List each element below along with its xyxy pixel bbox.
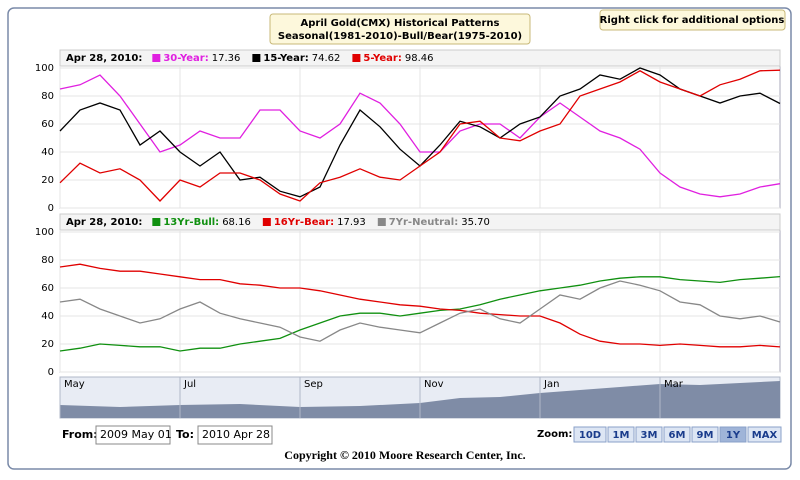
from-value: 2009 May 01	[100, 428, 172, 441]
subtitle: Seasonal(1981-2010)-Bull/Bear(1975-2010)	[278, 31, 522, 42]
y-tick-label: 0	[48, 203, 54, 214]
zoom-label: Zoom:	[537, 429, 572, 440]
y-tick-label: 80	[41, 91, 54, 102]
title-box	[269, 13, 531, 45]
y-tick-label: 60	[41, 119, 54, 130]
y-tick-label: 60	[41, 283, 54, 294]
y-tick-label: 0	[48, 367, 54, 378]
legend-date: Apr 28, 2010:	[66, 217, 142, 228]
legend-swatch	[262, 218, 271, 226]
legend-name: 15-Year:	[263, 53, 308, 64]
to-value: 2010 Apr 28	[202, 428, 270, 441]
y-tick-label: 100	[35, 227, 54, 238]
legend-value: 17.93	[337, 217, 366, 228]
legend-swatch	[152, 218, 161, 226]
x-tick-label: Sep	[304, 379, 323, 390]
series-line	[59, 69, 781, 202]
zoom-button-label[interactable]: MAX	[752, 430, 778, 441]
copyright: Copyright © 2010 Moore Research Center, …	[284, 448, 525, 462]
zoom-button[interactable]	[691, 426, 719, 443]
legend-swatch	[152, 54, 161, 62]
zoom-button-label[interactable]: 1M	[613, 430, 630, 441]
series-line	[59, 280, 781, 342]
legend-swatch	[352, 54, 361, 62]
zoom-button[interactable]	[607, 426, 635, 443]
zoom-button[interactable]	[635, 426, 663, 443]
zoom-button-label[interactable]: 10D	[579, 430, 601, 441]
from-input[interactable]	[95, 425, 171, 445]
legend-name: 5-Year:	[363, 53, 401, 64]
legend-name: 30-Year:	[163, 53, 208, 64]
legend-value: 35.70	[461, 217, 490, 228]
x-tick-label: May	[64, 379, 85, 390]
legend-value: 74.62	[312, 53, 341, 64]
zoom-button-label[interactable]: 9M	[697, 430, 714, 441]
x-tick-label: Jul	[183, 379, 196, 390]
legend-swatch	[377, 218, 386, 226]
y-tick-label: 20	[41, 175, 54, 186]
legend-name: 7Yr-Neutral:	[389, 217, 458, 228]
legend-value: 68.16	[222, 217, 251, 228]
zoom-button-label[interactable]: 6M	[669, 430, 686, 441]
legend-name: 16Yr-Bear:	[274, 217, 334, 228]
zoom-button[interactable]	[747, 426, 782, 443]
x-tick-label: Nov	[424, 379, 444, 390]
from-label: From:	[62, 428, 98, 441]
series-line	[59, 74, 781, 198]
zoom-button-label[interactable]: 1Y	[726, 430, 741, 441]
y-tick-label: 40	[41, 147, 54, 158]
y-tick-label: 100	[35, 63, 54, 74]
to-label: To:	[176, 428, 194, 441]
legend-date: Apr 28, 2010:	[66, 53, 142, 64]
series-line	[59, 263, 781, 348]
options-hint-box	[599, 9, 786, 31]
zoom-button-label[interactable]: 3M	[641, 430, 658, 441]
zoom-button[interactable]	[663, 426, 691, 443]
legend-value: 98.46	[405, 53, 434, 64]
legend-swatch	[252, 54, 261, 62]
y-tick-label: 40	[41, 311, 54, 322]
zoom-button[interactable]	[573, 426, 607, 443]
series-line	[59, 275, 781, 352]
legend-value: 17.36	[212, 53, 241, 64]
zoom-button[interactable]	[719, 426, 747, 443]
navigator-area	[60, 381, 780, 418]
x-tick-label: Mar	[664, 379, 684, 390]
to-input[interactable]	[197, 425, 273, 445]
options-hint[interactable]: Right click for additional options	[600, 15, 785, 26]
y-tick-label: 20	[41, 339, 54, 350]
legend-name: 13Yr-Bull:	[163, 217, 219, 228]
title: April Gold(CMX) Historical Patterns	[301, 18, 500, 29]
y-tick-label: 80	[41, 255, 54, 266]
x-tick-label: Jan	[543, 379, 559, 390]
